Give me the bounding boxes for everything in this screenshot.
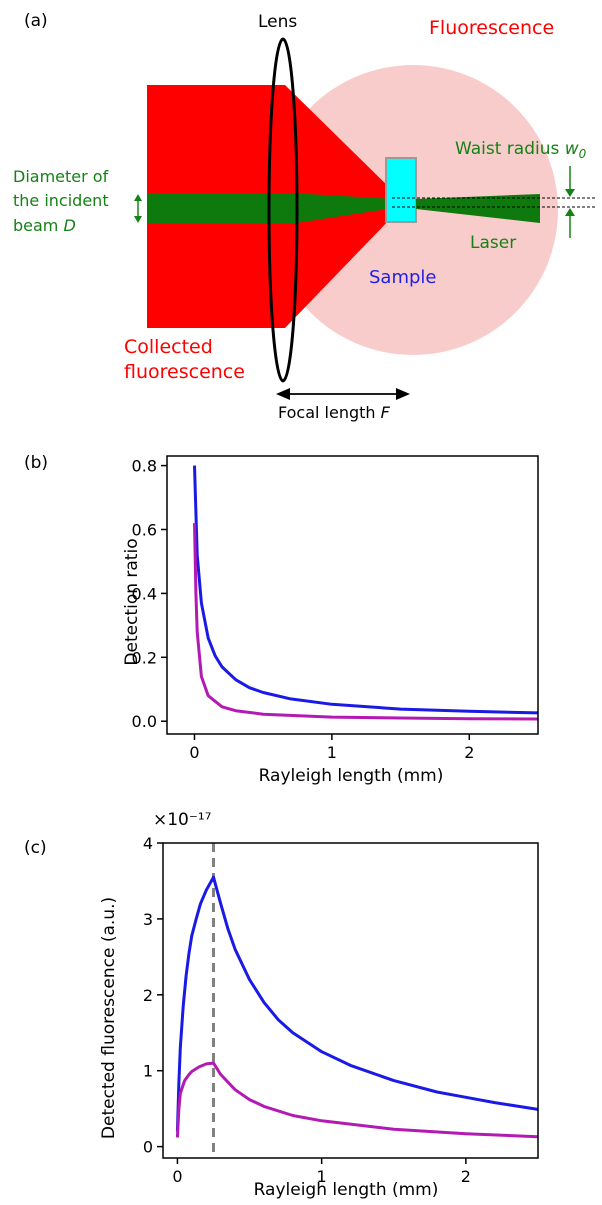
x-tick-label: 0 (189, 743, 199, 762)
chart-detected-fluorescence: (c) ×10⁻¹⁷ 0 1 2 0 1 2 3 4 Rayleigh length (mm)… (24, 810, 539, 1200)
series-line-1 (193, 465, 538, 715)
waist-subscript: 0 (579, 147, 587, 161)
collected-label-line1: Collected (124, 336, 213, 358)
x-tick-label: 2 (464, 743, 474, 762)
x-axis-label-b: Rayleigh length (mm) (259, 766, 444, 786)
panel-a-label: (a) (24, 11, 48, 31)
y-tick-label: 0.8 (132, 457, 157, 476)
schematic-diagram: (a) Lens Fluorescence Waist radius w0 Di… (13, 11, 597, 422)
y-tick-label: 0.2 (132, 648, 157, 667)
x-tick-label: 0 (172, 1167, 182, 1186)
diameter-arrow (134, 194, 142, 223)
y-multiplier: ×10⁻¹⁷ (153, 810, 212, 830)
y-axis-label-b: Detection ratio (122, 538, 142, 665)
axes-frame (166, 455, 539, 735)
focal-length-arrow (276, 388, 410, 400)
y-tick-label: 4 (143, 834, 153, 853)
sample-block (385, 157, 417, 223)
plot-area-b: 0 1 2 0.0 0.2 0.4 0.6 0.8 (132, 455, 539, 762)
waist-symbol: w (565, 139, 579, 159)
plot-area-c: 0 1 2 0 1 2 3 4 (143, 834, 539, 1186)
x-tick-label: 1 (327, 743, 337, 762)
fluorescence-label: Fluorescence (429, 17, 554, 39)
diameter-label-line1: Diameter of (13, 167, 109, 186)
focal-length-label: Focal length F (278, 403, 391, 422)
y-tick-label: 1 (143, 1062, 153, 1081)
laser-label: Laser (470, 233, 516, 253)
x-axis-label-c: Rayleigh length (mm) (254, 1180, 439, 1200)
waist-arrows (565, 166, 575, 238)
diameter-symbol: D (63, 216, 75, 235)
diameter-label-line2: the incident (13, 191, 109, 210)
series-line-2 (193, 523, 538, 721)
panel-b-label: (b) (24, 453, 48, 473)
y-tick-label: 0.4 (132, 584, 157, 603)
y-tick-label: 2 (143, 986, 153, 1005)
y-tick-label: 0 (143, 1138, 153, 1157)
series-line-2 (175, 1061, 538, 1139)
x-tick-label: 2 (461, 1167, 471, 1186)
x-tick-label: 1 (317, 1167, 327, 1186)
sample-label: Sample (369, 267, 437, 288)
y-tick-label: 3 (143, 910, 153, 929)
laser-beam (416, 194, 540, 223)
y-tick-label: 0.0 (132, 712, 157, 731)
diameter-label-line3: beam D (13, 216, 76, 235)
y-axis-label-c: Detected fluorescence (a.u.) (99, 897, 119, 1139)
lens-label: Lens (258, 12, 297, 32)
lens (267, 37, 299, 383)
collected-label-line2: fluorescence (124, 361, 245, 383)
axes-frame (162, 842, 539, 1159)
panel-c-label: (c) (24, 838, 47, 858)
focal-symbol: F (381, 403, 391, 422)
y-tick-label: 0.6 (132, 520, 157, 539)
waist-radius-label: Waist radius w0 (455, 139, 587, 161)
series-line-1 (175, 875, 538, 1132)
chart-detection-ratio: (b) 0 1 2 0.0 0.2 0.4 0.6 0.8 Rayleigh length (… (24, 453, 539, 786)
